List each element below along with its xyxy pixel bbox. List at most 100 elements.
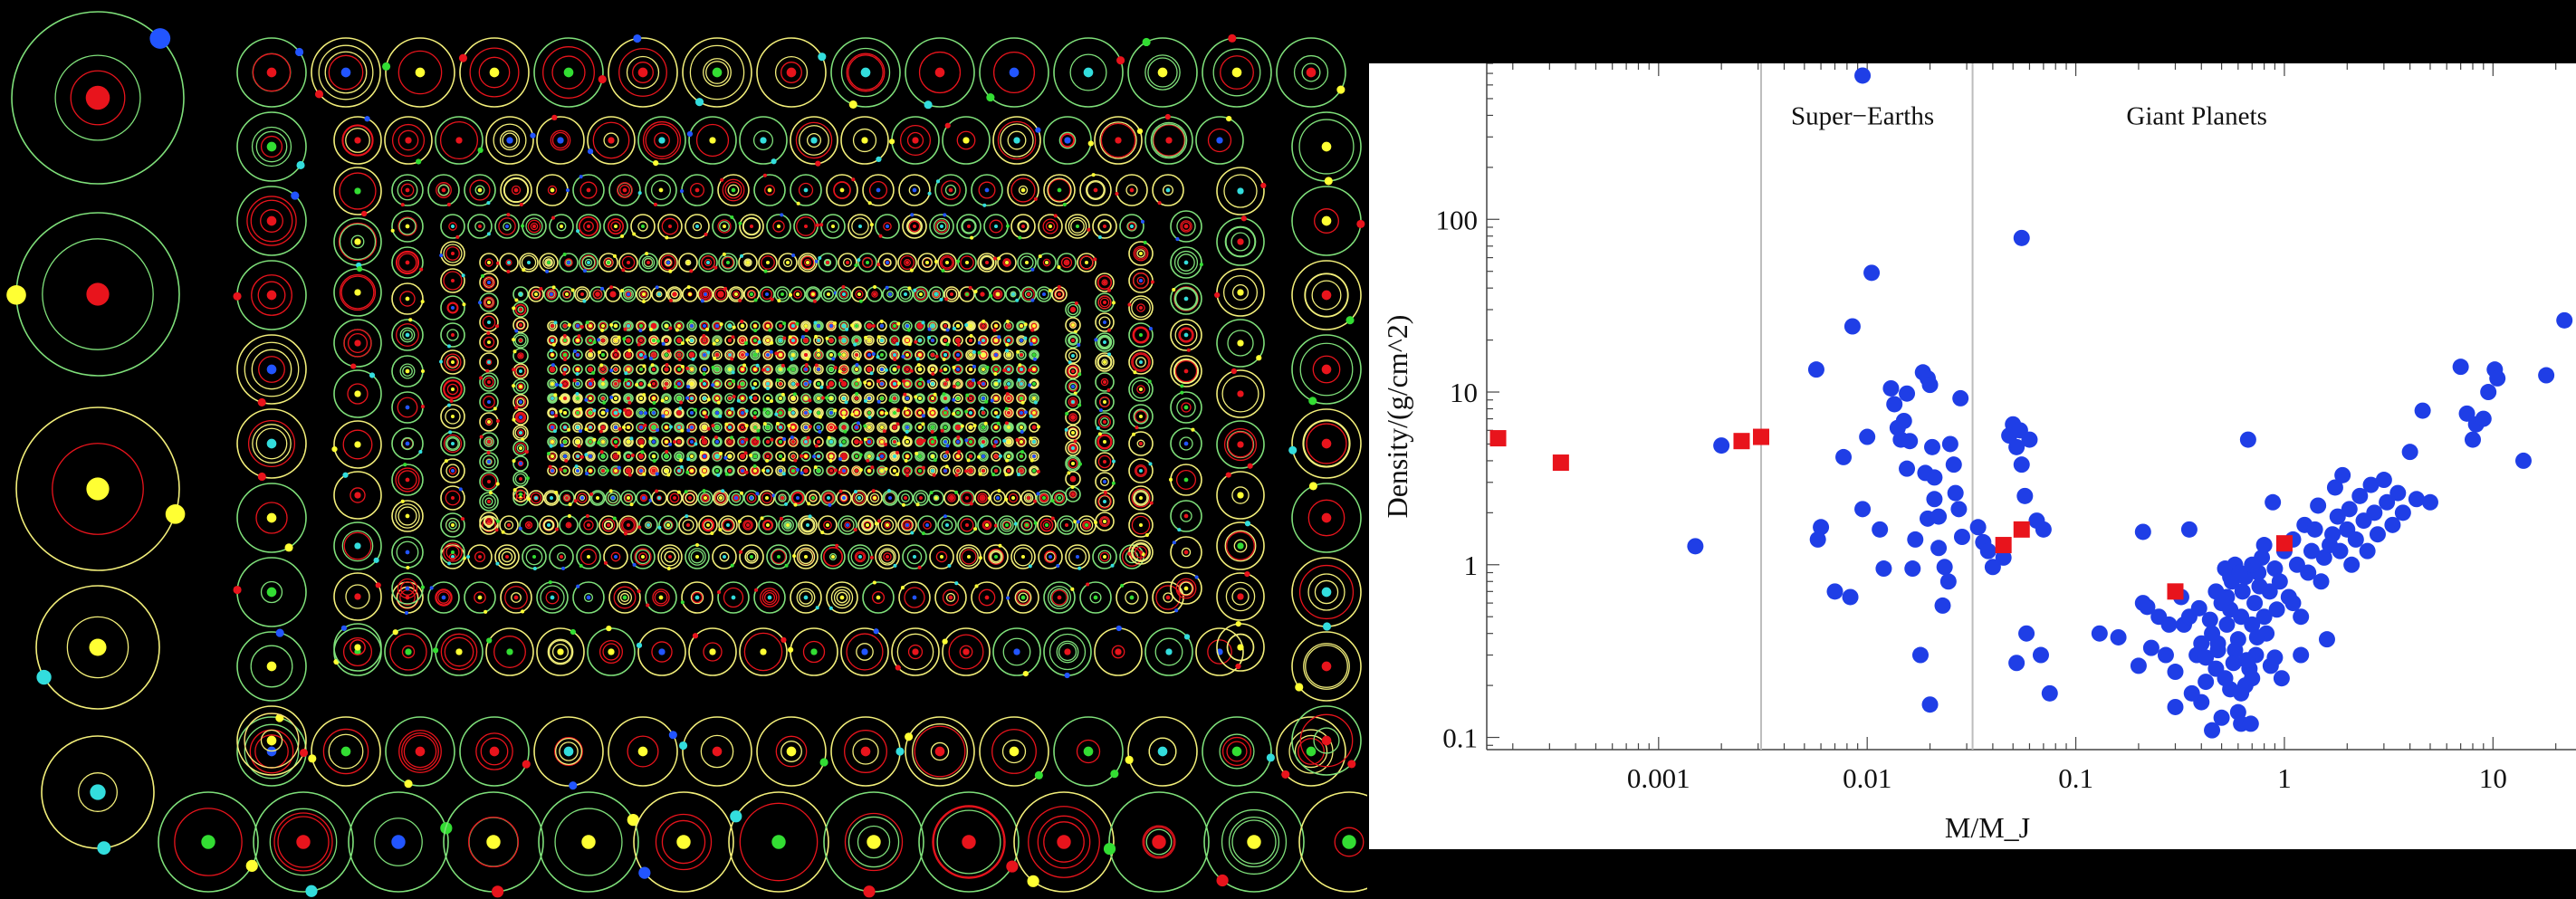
orbit-ring xyxy=(612,409,619,416)
orbit-ring xyxy=(961,492,973,504)
orbit-ring xyxy=(959,547,979,567)
planet-dot xyxy=(699,378,704,383)
planet-orbit-system xyxy=(724,435,735,447)
star-dot xyxy=(1139,523,1143,527)
orbit-ring xyxy=(927,378,938,389)
orbit-ring xyxy=(918,791,1020,893)
planet-dot xyxy=(804,363,809,368)
planet-dot xyxy=(612,253,617,258)
planet-orbit-system xyxy=(800,422,812,433)
star-dot xyxy=(918,426,922,429)
planet-dot xyxy=(488,491,493,495)
planet-orbit-system xyxy=(876,407,888,418)
star-dot xyxy=(1321,141,1332,152)
orbit-ring xyxy=(1056,640,1079,664)
planet-dot xyxy=(373,557,379,563)
orbit-ring xyxy=(630,544,656,569)
planet-orbit-system xyxy=(775,392,786,404)
orbit-ring xyxy=(700,452,709,461)
star-dot xyxy=(1025,261,1029,264)
orbit-ring xyxy=(563,494,570,502)
planet-dot xyxy=(695,543,700,548)
star-dot xyxy=(905,324,909,328)
planet-orbit-system xyxy=(888,393,900,404)
orbit-ring xyxy=(598,407,608,418)
orbit-ring xyxy=(543,490,560,506)
star-dot xyxy=(985,261,989,264)
star-dot xyxy=(1083,746,1094,757)
orbit-ring xyxy=(777,289,788,300)
orbit-ring xyxy=(826,349,837,360)
star-dot xyxy=(601,440,605,444)
orbit-ring xyxy=(260,729,283,752)
orbit-ring xyxy=(1135,247,1147,260)
star-dot xyxy=(981,496,984,500)
star-dot xyxy=(893,469,896,473)
planet-dot xyxy=(914,395,918,399)
planet-orbit-system xyxy=(850,407,862,418)
star-dot xyxy=(943,353,947,357)
orbit-ring xyxy=(549,424,556,431)
planet-orbit-system xyxy=(459,716,531,787)
star-dot xyxy=(931,397,934,400)
orbit-ring xyxy=(704,258,713,267)
planet-dot xyxy=(755,492,760,496)
star-dot xyxy=(690,426,694,429)
planet-dot xyxy=(731,335,735,340)
planet-orbit-system xyxy=(661,363,672,375)
star-dot xyxy=(641,225,645,228)
star-dot xyxy=(982,324,985,328)
planet-orbit-system xyxy=(466,544,493,569)
orbit-ring xyxy=(766,214,791,239)
orbit-ring xyxy=(978,335,989,346)
star-dot xyxy=(1093,595,1098,600)
planet-orbit-system xyxy=(236,186,307,256)
planet-orbit-system xyxy=(610,436,621,448)
star-dot xyxy=(703,397,706,400)
planet-dot xyxy=(781,457,786,462)
orbit-ring xyxy=(862,174,895,206)
orbit-ring xyxy=(699,451,710,462)
orbit-ring xyxy=(515,489,526,500)
planet-orbit-system xyxy=(385,716,455,789)
planet-dot xyxy=(791,253,796,258)
orbit-ring xyxy=(918,51,962,94)
star-dot xyxy=(842,382,846,386)
orbit-ring xyxy=(549,438,556,445)
planet-dot xyxy=(597,441,601,445)
planet-orbit-system xyxy=(876,253,897,273)
planet-dot xyxy=(955,357,960,361)
planet-orbit-system xyxy=(917,515,937,536)
planet-orbit-system xyxy=(753,581,786,614)
planet-dot xyxy=(922,438,926,443)
planet-dot xyxy=(570,288,575,292)
orbit-ring xyxy=(1042,258,1051,267)
orbit-ring xyxy=(600,454,606,459)
orbit-ring xyxy=(585,436,596,447)
planet-dot xyxy=(1096,426,1100,430)
star-dot xyxy=(1071,323,1075,327)
orbit-ring xyxy=(350,234,365,249)
star-dot xyxy=(982,469,985,473)
orbit-ring xyxy=(549,214,574,239)
planet-dot xyxy=(720,177,724,182)
planet-dot xyxy=(1070,587,1075,591)
orbit-ring xyxy=(852,128,877,153)
planet-orbit-system xyxy=(717,174,750,206)
orbit-ring xyxy=(1314,579,1339,605)
planet-orbit-system xyxy=(623,451,635,462)
planet-orbit-system xyxy=(391,355,426,387)
planet-orbit-system xyxy=(897,490,914,507)
orbit-ring xyxy=(802,409,809,416)
planet-orbit-system xyxy=(648,465,659,476)
orbit-ring xyxy=(1222,274,1259,311)
star-dot xyxy=(734,496,738,500)
orbit-ring xyxy=(685,493,695,503)
orbit-ring xyxy=(644,521,653,530)
orbit-ring xyxy=(1132,543,1150,561)
star-dot xyxy=(608,648,615,655)
planet-orbit-system xyxy=(758,515,778,535)
orbit-ring xyxy=(391,123,426,158)
planet-dot xyxy=(403,463,407,467)
planet-orbit-system xyxy=(479,451,499,472)
